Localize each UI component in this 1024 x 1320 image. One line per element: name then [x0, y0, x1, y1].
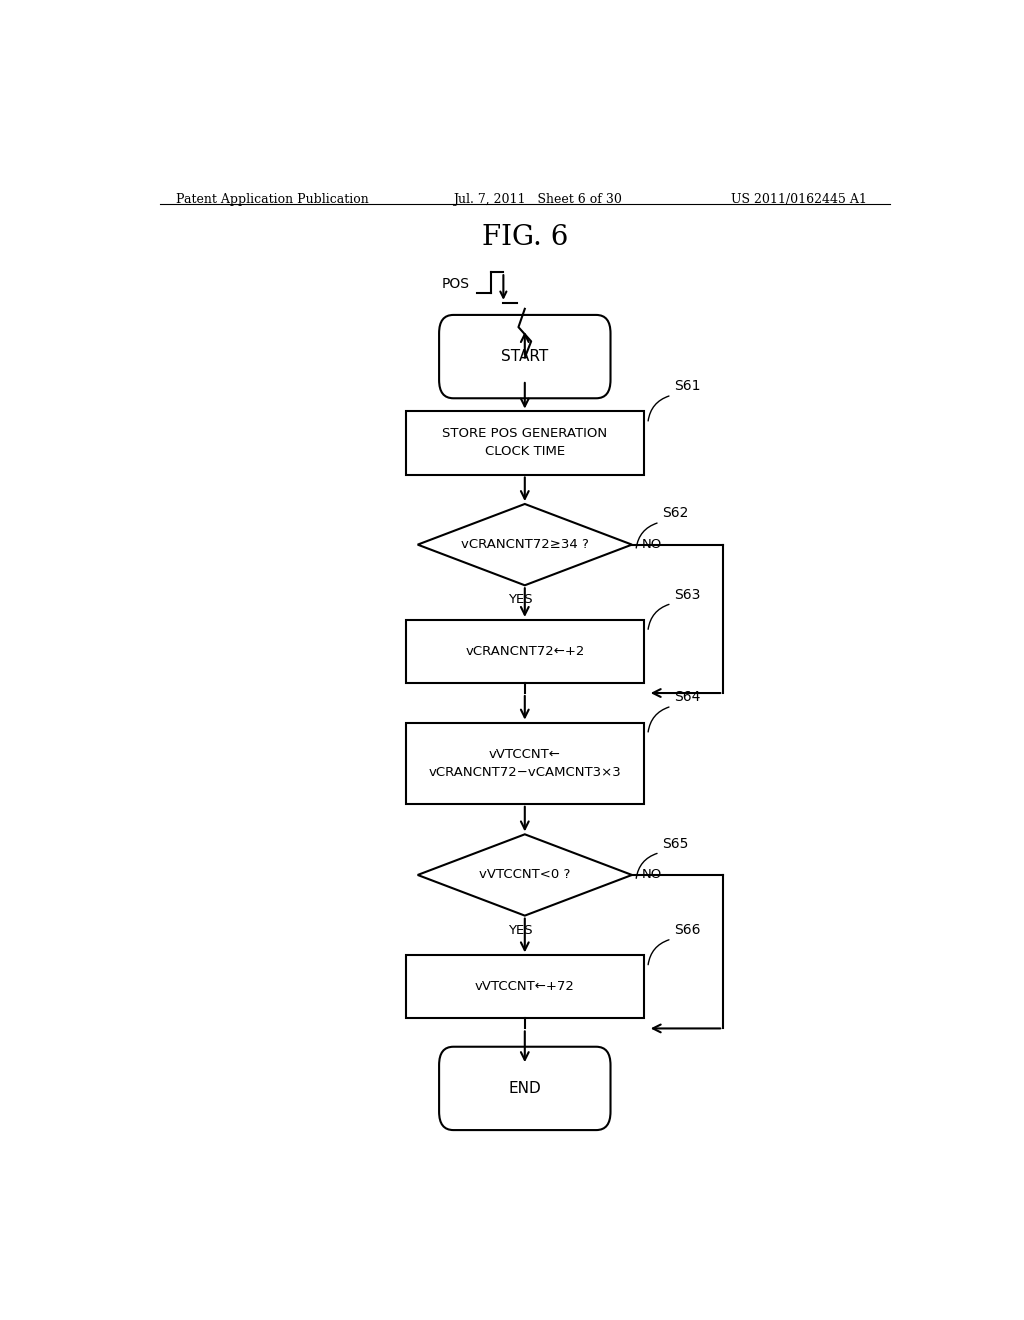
FancyArrowPatch shape	[648, 396, 669, 421]
FancyBboxPatch shape	[406, 956, 644, 1018]
Text: vCRANCNT72←+2: vCRANCNT72←+2	[465, 645, 585, 657]
Text: YES: YES	[509, 594, 534, 606]
Text: vCRANCNT72≥34 ?: vCRANCNT72≥34 ?	[461, 539, 589, 552]
Text: Jul. 7, 2011   Sheet 6 of 30: Jul. 7, 2011 Sheet 6 of 30	[454, 193, 623, 206]
FancyArrowPatch shape	[648, 605, 669, 630]
Text: END: END	[509, 1081, 541, 1096]
FancyBboxPatch shape	[406, 722, 644, 804]
Text: vVTCCNT←+72: vVTCCNT←+72	[475, 981, 574, 993]
Text: vVTCCNT<0 ?: vVTCCNT<0 ?	[479, 869, 570, 882]
Text: vVTCCNT←
vCRANCNT72−vCAMCNT3×3: vVTCCNT← vCRANCNT72−vCAMCNT3×3	[428, 747, 622, 779]
Text: NO: NO	[641, 869, 662, 882]
FancyArrowPatch shape	[636, 523, 657, 548]
Polygon shape	[418, 834, 632, 916]
Text: POS: POS	[441, 277, 469, 292]
FancyBboxPatch shape	[439, 1047, 610, 1130]
Text: S62: S62	[663, 507, 688, 520]
Text: START: START	[501, 348, 549, 364]
FancyArrowPatch shape	[648, 708, 669, 733]
Text: Patent Application Publication: Patent Application Publication	[176, 193, 369, 206]
Text: S63: S63	[674, 587, 700, 602]
FancyBboxPatch shape	[439, 315, 610, 399]
Polygon shape	[418, 504, 632, 585]
FancyArrowPatch shape	[648, 940, 669, 965]
Text: S65: S65	[663, 837, 688, 850]
FancyBboxPatch shape	[406, 620, 644, 682]
Text: STORE POS GENERATION
CLOCK TIME: STORE POS GENERATION CLOCK TIME	[442, 428, 607, 458]
Text: S64: S64	[674, 690, 700, 704]
Text: US 2011/0162445 A1: US 2011/0162445 A1	[731, 193, 867, 206]
Text: YES: YES	[509, 924, 534, 937]
Text: FIG. 6: FIG. 6	[481, 224, 568, 252]
FancyArrowPatch shape	[636, 854, 657, 878]
Text: NO: NO	[641, 539, 662, 552]
Text: S61: S61	[674, 379, 700, 393]
Text: S66: S66	[674, 923, 700, 937]
FancyBboxPatch shape	[406, 412, 644, 474]
